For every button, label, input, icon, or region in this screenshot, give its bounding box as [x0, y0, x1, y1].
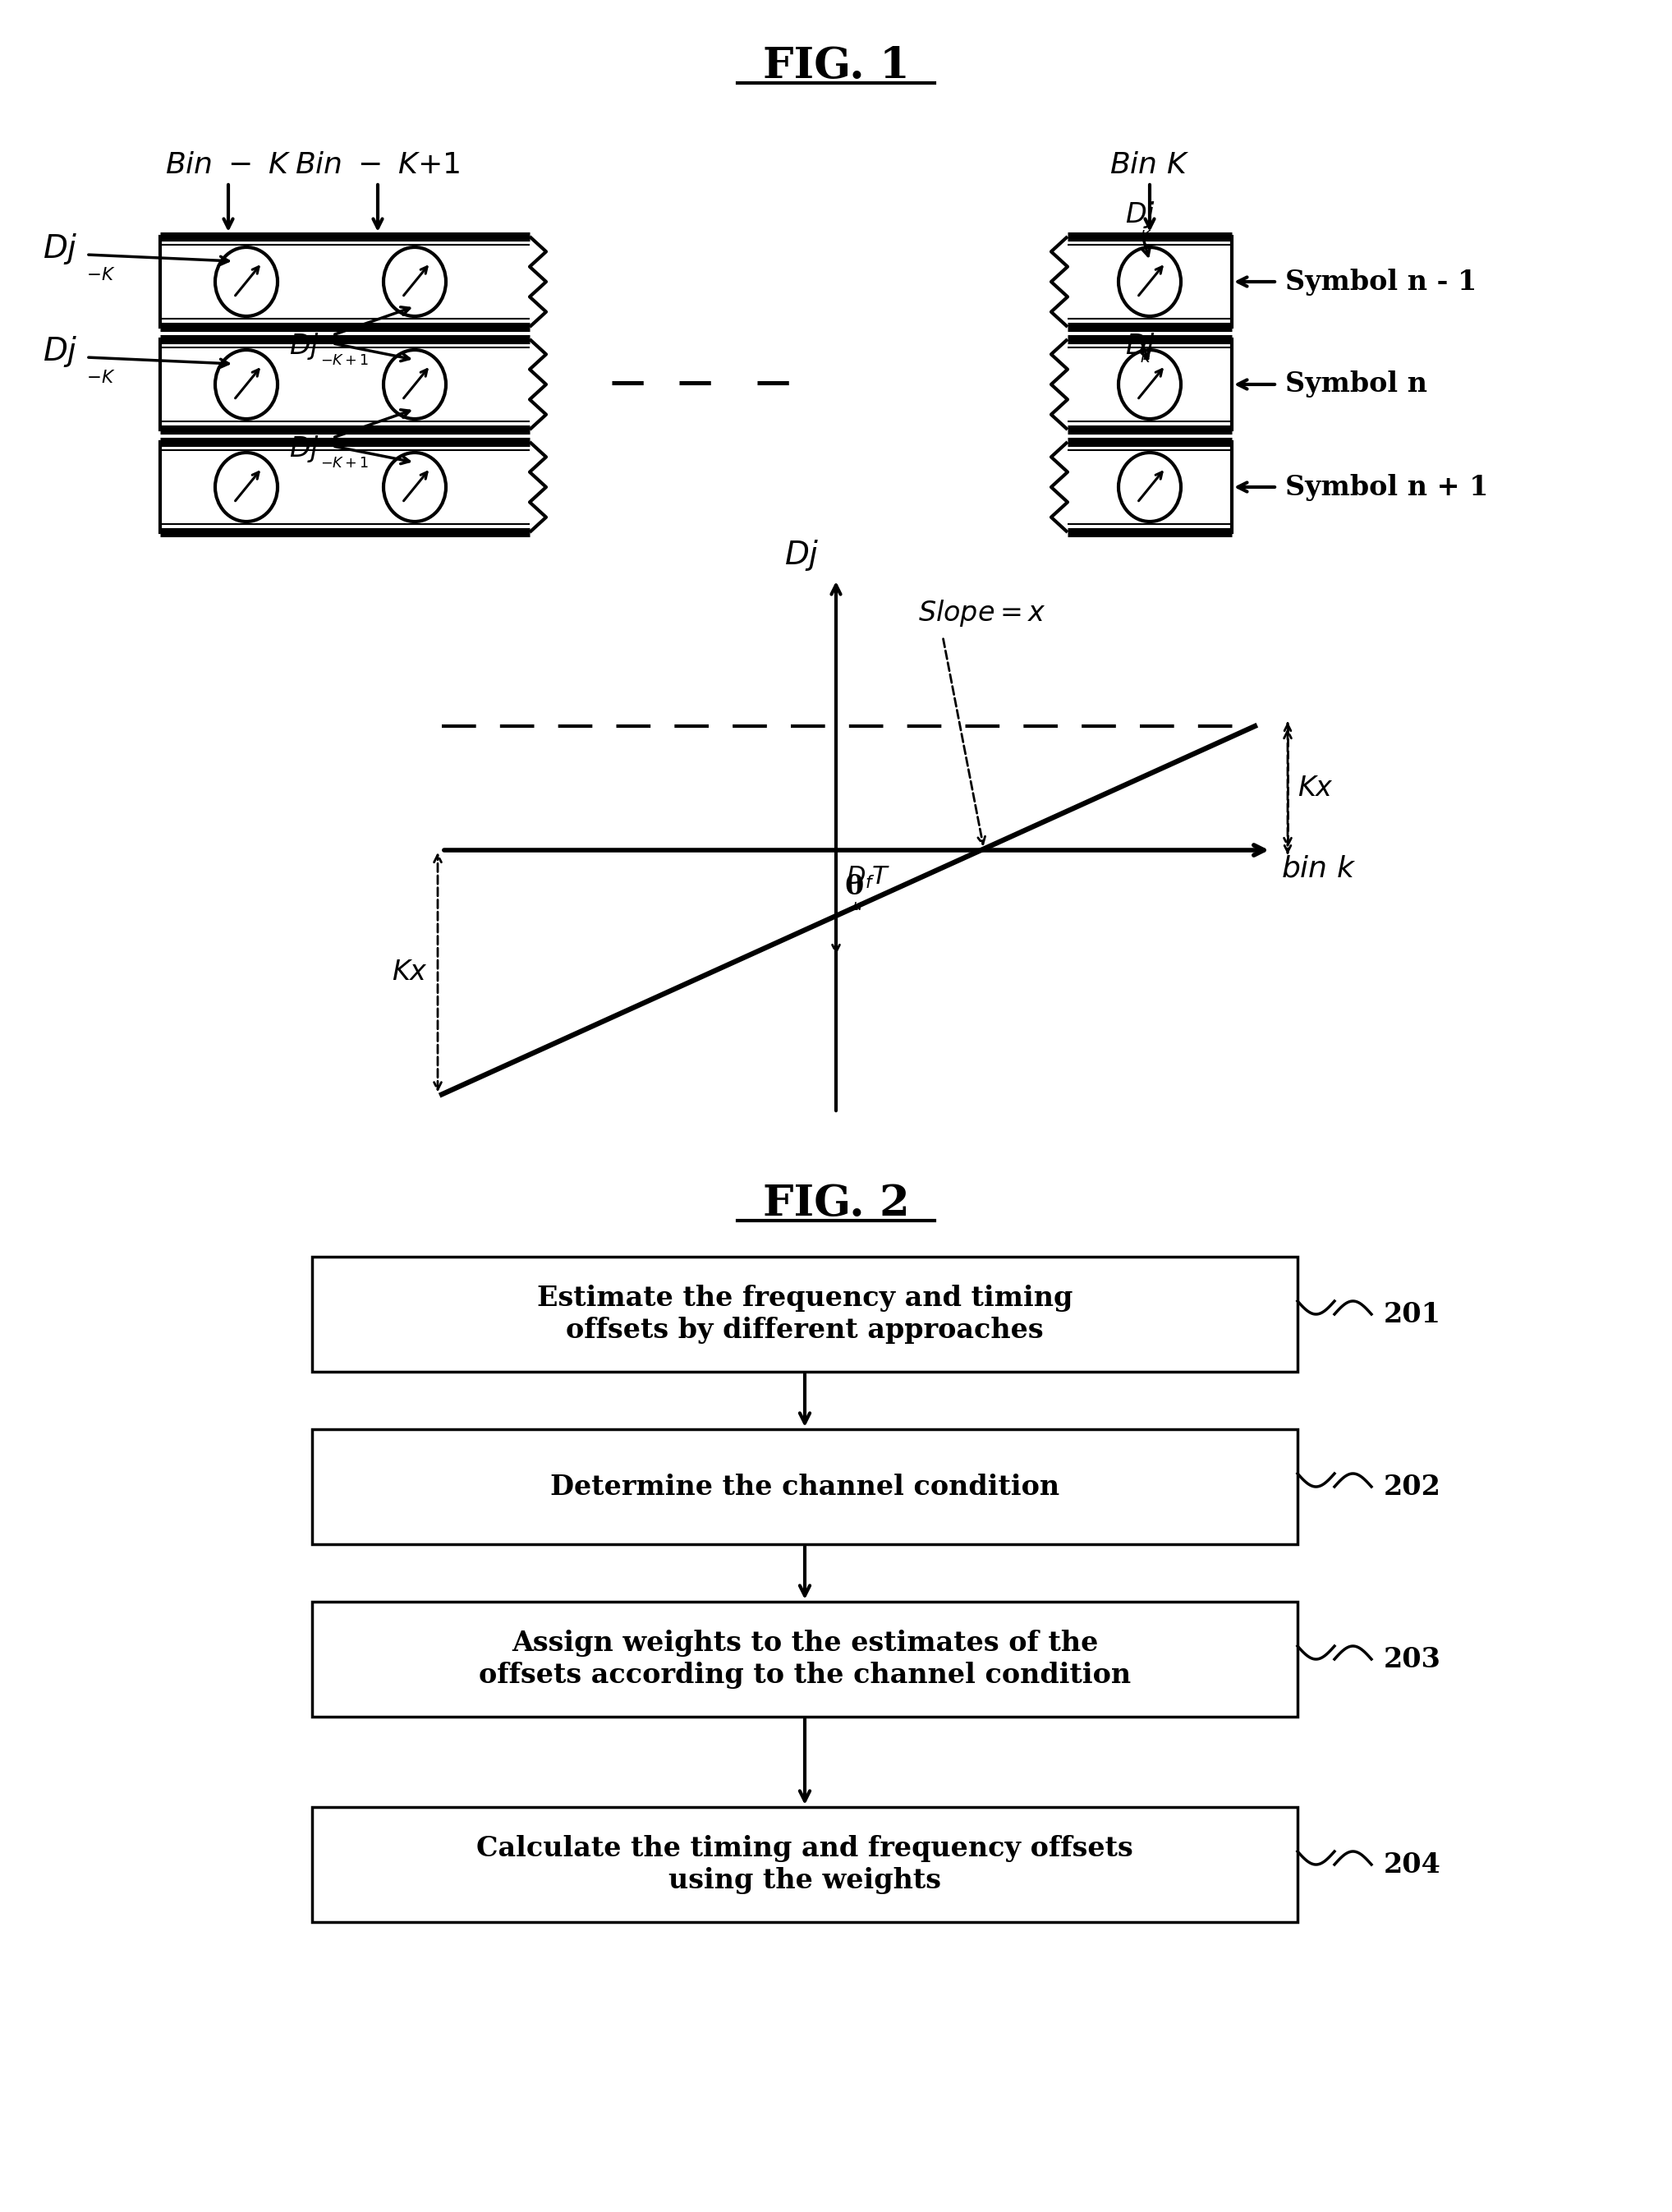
Text: 201: 201	[1384, 1301, 1441, 1327]
Text: Calculate the timing and frequency offsets
using the weights: Calculate the timing and frequency offse…	[477, 1836, 1134, 1893]
Text: Determine the channel condition: Determine the channel condition	[550, 1473, 1060, 1500]
Text: $\mathit{Dj}$: $\mathit{Dj}$	[1125, 332, 1155, 361]
Text: $\mathit{Dj}$: $\mathit{Dj}$	[289, 332, 319, 361]
Text: $_{K}$: $_{K}$	[1140, 223, 1152, 243]
Text: $_{-K}$: $_{-K}$	[87, 358, 115, 385]
Text: $\mathit{Bin}$$\ -\ $$\mathit{K}$$+1$: $\mathit{Bin}$$\ -\ $$\mathit{K}$$+1$	[296, 150, 460, 179]
Bar	[313, 1429, 1297, 1544]
Text: $\mathit{K x}$: $\mathit{K x}$	[391, 958, 428, 987]
Bar	[313, 1256, 1297, 1371]
Text: $_{u}$: $_{u}$	[853, 894, 863, 914]
Text: $\mathit{Bin}\ \mathit{K}$: $\mathit{Bin}\ \mathit{K}$	[1110, 150, 1190, 179]
Text: FIG. 1: FIG. 1	[762, 44, 910, 86]
Text: $-\ -\ -$: $-\ -\ -$	[605, 361, 791, 409]
Bar	[313, 1601, 1297, 1717]
Text: 202: 202	[1384, 1473, 1441, 1500]
Text: 203: 203	[1384, 1646, 1441, 1672]
Text: $_{-K+1}$: $_{-K+1}$	[321, 347, 370, 367]
Text: Symbol n: Symbol n	[1286, 372, 1428, 398]
Text: $D_{f}T$: $D_{f}T$	[846, 865, 891, 891]
Text: 0: 0	[844, 874, 863, 900]
Text: Assign weights to the estimates of the
offsets according to the channel conditio: Assign weights to the estimates of the o…	[478, 1630, 1130, 1688]
Text: $_{-K}$: $_{-K}$	[87, 257, 115, 283]
Text: $\mathit{Slope} = x$: $\mathit{Slope} = x$	[918, 597, 1047, 628]
Text: FIG. 2: FIG. 2	[762, 1183, 910, 1225]
Text: $\mathit{Dj}$: $\mathit{Dj}$	[43, 334, 79, 369]
Text: Symbol n - 1: Symbol n - 1	[1286, 268, 1476, 294]
Text: $_{K}$: $_{K}$	[1140, 345, 1152, 365]
Text: Estimate the frequency and timing
offsets by different approaches: Estimate the frequency and timing offset…	[537, 1285, 1073, 1343]
Text: $\mathit{Dj}$: $\mathit{Dj}$	[289, 434, 319, 465]
Text: $\mathit{bin}\ k$: $\mathit{bin}\ k$	[1281, 856, 1356, 883]
Text: $\mathit{Dj}$: $\mathit{Dj}$	[1125, 199, 1155, 230]
Text: Symbol n + 1: Symbol n + 1	[1286, 473, 1488, 500]
Text: $\mathit{Dj}$: $\mathit{Dj}$	[784, 538, 819, 573]
Text: $_{-K+1}$: $_{-K+1}$	[321, 449, 370, 469]
Text: $\mathit{Bin}$$\ -\ $$\mathit{K}$: $\mathit{Bin}$$\ -\ $$\mathit{K}$	[166, 150, 291, 179]
Text: $\mathit{K x}$: $\mathit{K x}$	[1297, 774, 1334, 801]
Text: $\mathit{Dj}$: $\mathit{Dj}$	[43, 232, 79, 265]
Bar	[313, 1807, 1297, 1922]
Text: 204: 204	[1384, 1851, 1441, 1878]
